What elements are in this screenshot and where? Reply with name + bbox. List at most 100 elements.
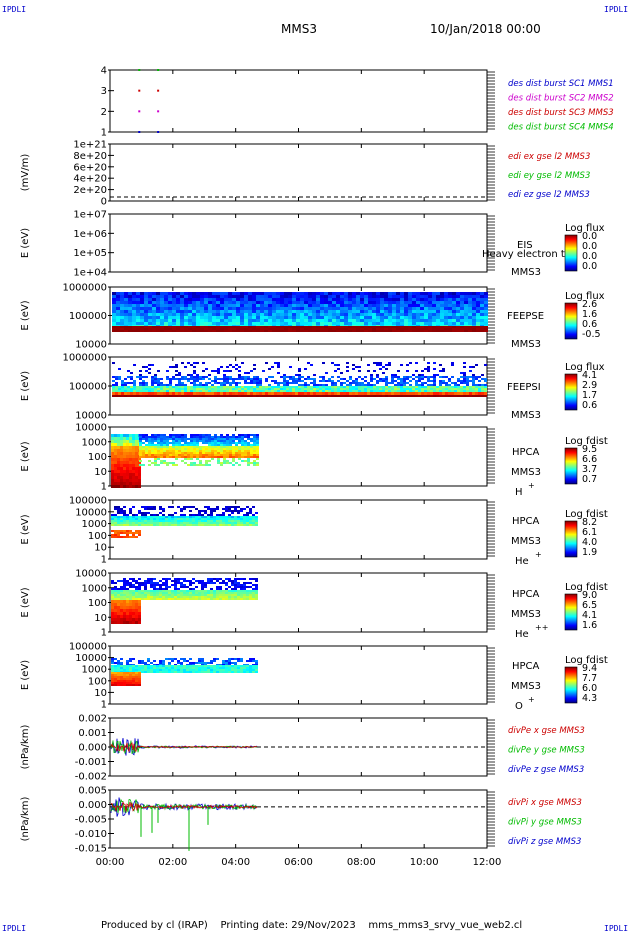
hpca_o-pixel [180,658,183,660]
hpca_he-pixel [156,520,159,522]
feepsi-pixel [190,395,193,397]
feepse-pixel [232,301,236,304]
hpca_hepp-pixel [114,603,117,606]
feepsi-pixel [253,368,256,370]
feepsi-pixel [388,364,391,366]
feepsi-pixel [484,395,487,397]
hpca_hepp-pixel [243,590,246,592]
feepse-pixel [432,316,436,319]
hpca_h-pixel [250,448,253,450]
feepsi-pixel [220,392,223,395]
feepse-pixel [244,307,248,310]
feepse-pixel [180,326,184,328]
hpca_he-pixel [255,516,258,518]
feepse-pixel [420,316,424,319]
hpca_hepp-pixel [120,580,123,582]
feepse-pixel [332,301,336,304]
feepsi-pixel [220,382,223,384]
feepse-pixel [280,316,284,319]
hpca_hepp-pixel [111,580,114,582]
burst-legend-entry: des dist burst SC4 MMS4 [508,123,614,133]
hpca_h-pixel [241,452,244,454]
hpca_h-pixel [154,460,157,462]
hpca_hepp-pixel [135,600,138,603]
feepsi-pixel [151,390,154,392]
feepse-pixel [400,304,404,307]
feepse-pixel [344,322,348,325]
hpca_h-pixel [123,455,126,458]
feepse-pixel [320,322,324,325]
hpca_h-pixel [256,446,259,448]
hpca_h-pixel [145,450,148,452]
hpca_hepp-pixel [210,594,213,596]
hpca_o-pixel [222,662,225,664]
feepse-pixel [300,304,304,307]
hpca_he-pixel [231,520,234,522]
feepse-pixel [196,301,200,304]
feepse-pixel [348,298,352,301]
feepse-pixel [244,322,248,325]
feepse-pixel [200,328,204,330]
hpca_h-pixel [138,467,141,470]
feepse-pixel [476,322,480,325]
hpca_hepp-pixel [129,596,132,598]
hpca_hepp-pixel [138,588,141,590]
feepse-pixel [216,328,220,330]
hpca_h-pixel [117,452,120,455]
feepsi-pixel [121,392,124,395]
hpca_h-pixel [126,446,129,449]
feepsi-pixel [409,392,412,395]
feepsi-pixel [169,386,172,388]
feepsi-pixel [232,395,235,397]
hpca_h-pixel [126,437,129,440]
hpca_h-pixel [187,442,190,444]
feepse-pixel [172,319,176,322]
hpca_hepp-pixel [198,594,201,596]
hpca_h-pixel [132,446,135,449]
hpca_h-pixel [205,442,208,444]
feepse-pixel [344,313,348,316]
hpca_hepp-pixel [150,578,153,580]
hpca_hepp-pixel [159,580,162,582]
feepsi-pixel [181,390,184,392]
hpca_hepp-pixel [216,586,219,588]
hpca_h-pixel [163,440,166,442]
feepse-pixel [304,316,308,319]
hpca_hepp-pixel [156,592,159,594]
feepsi-pixel [463,372,466,374]
feepse-pixel [424,322,428,325]
hpca_h-pixel [211,456,214,458]
hpca_hepp-pixel [120,615,123,618]
feepse-pixel [184,301,188,304]
feepsi-pixel [169,380,172,382]
feepse-pixel [280,298,284,301]
hpca_h-pixel [199,450,202,452]
feepse-pixel [192,328,196,330]
hpca_h-pixel [253,452,256,454]
hpca_hepp-pixel [249,578,252,580]
feepse-pixel [172,328,176,330]
hpca_he-pixel [153,518,156,520]
hpca_hepp-pixel [225,582,228,584]
hpca_h-pixel [229,446,232,448]
feepsi-pixel [349,386,352,388]
hpca_hepp-pixel [192,582,195,584]
feepse-pixel [120,322,124,325]
feepse-pixel [276,319,280,322]
feepsi-pixel [463,376,466,378]
feepsi-pixel [439,370,442,372]
feepse-pixel [220,295,224,298]
hpca_o-pixel [165,658,168,660]
feepse-pixel [480,326,484,328]
feepse-pixel [416,292,420,295]
hpca_h-pixel [148,450,151,452]
feepse-pixel [468,313,472,316]
hpca_h-pixel [129,443,132,446]
hpca_h-pixel [169,442,172,444]
feepse-pixel [360,307,364,310]
feepse-pixel [468,319,472,322]
feepse-pixel [196,298,200,301]
feepse-pixel [364,330,368,332]
feepsi-pixel [235,386,238,388]
feepse-pixel [432,301,436,304]
